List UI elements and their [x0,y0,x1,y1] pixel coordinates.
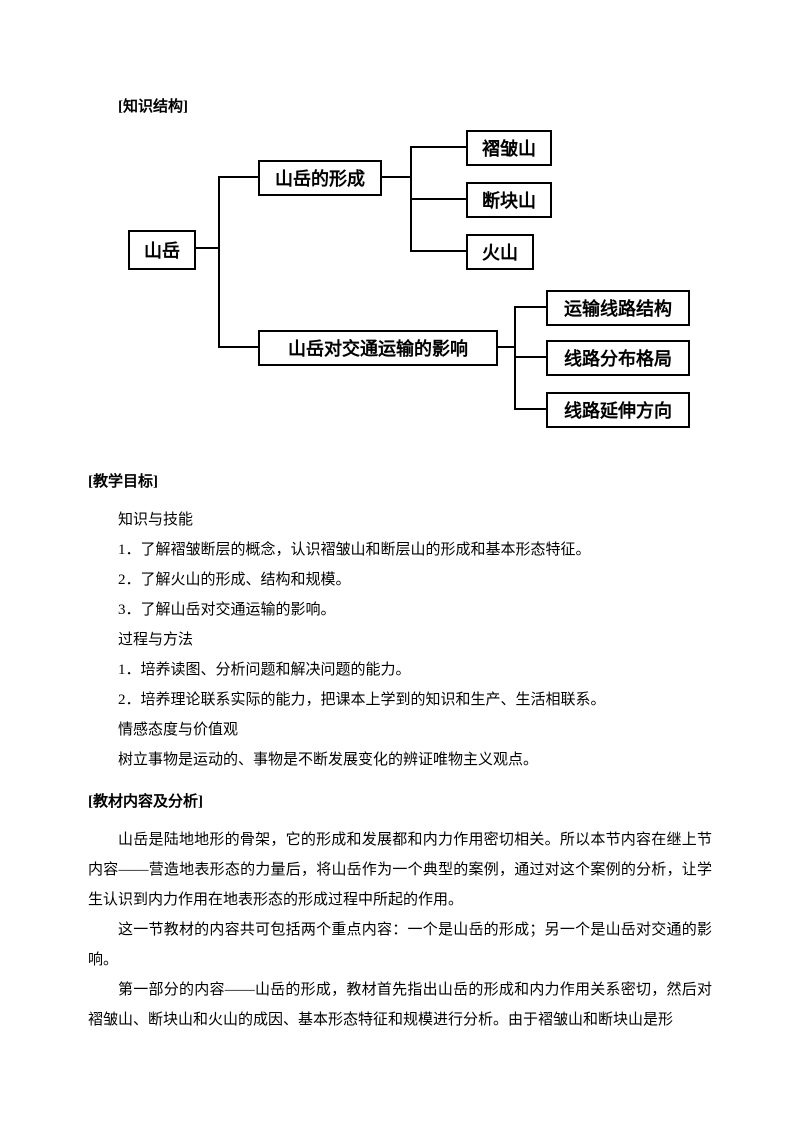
node-leaf-fold-mountain: 褶皱山 [466,130,552,166]
goals-sub-knowledge: 知识与技能 [88,505,712,535]
node-root: 山岳 [128,230,196,270]
node-branch-formation: 山岳的形成 [258,160,382,196]
node-leaf-volcano: 火山 [466,234,534,270]
node-leaf-route-direction: 线路延伸方向 [546,392,690,428]
goal-item: 3．了解山岳对交通运输的影响。 [88,595,712,625]
knowledge-structure-diagram: 山岳 山岳的形成 褶皱山 断块山 火山 山岳对交通运输的影响 运输线路结构 线路… [128,130,688,440]
content-para: 第一部分的内容——山岳的形成，教材首先指出山岳的形成和内力作用关系密切，然后对褶… [88,975,712,1035]
goals-sub-process: 过程与方法 [88,625,712,655]
goal-item: 2．培养理论联系实际的能力，把课本上学到的知识和生产、生活相联系。 [88,685,712,715]
node-leaf-route-layout: 线路分布格局 [546,340,690,376]
goal-item: 1．培养读图、分析问题和解决问题的能力。 [88,655,712,685]
content-para: 这一节教材的内容共可包括两个重点内容：一个是山岳的形成；另一个是山岳对交通的影响… [88,915,712,975]
goals-sub-values: 情感态度与价值观 [88,715,712,745]
content-para: 山岳是陆地地形的骨架，它的形成和发展都和内力作用密切相关。所以本节内容在继上节内… [88,825,712,915]
node-branch-transport: 山岳对交通运输的影响 [258,330,498,366]
heading-goals: [教学目标] [88,470,712,491]
node-leaf-route-structure: 运输线路结构 [546,290,690,326]
heading-content: [教材内容及分析] [88,790,712,811]
goal-item: 1．了解褶皱断层的概念，认识褶皱山和断层山的形成和基本形态特征。 [88,535,712,565]
goal-item: 树立事物是运动的、事物是不断发展变化的辨证唯物主义观点。 [88,745,712,775]
node-leaf-fault-mountain: 断块山 [466,182,552,218]
heading-knowledge: [知识结构] [88,95,712,116]
goal-item: 2．了解火山的形成、结构和规模。 [88,565,712,595]
